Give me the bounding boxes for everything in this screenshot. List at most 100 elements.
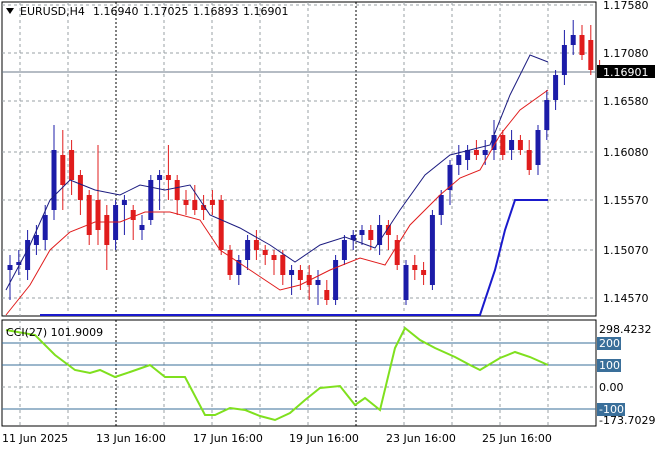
candle-body — [209, 200, 215, 205]
low-value: 1.16893 — [193, 5, 239, 18]
candle-body — [245, 240, 251, 260]
candle-body — [148, 180, 154, 220]
candle-body — [377, 225, 383, 245]
candle-body — [491, 135, 497, 150]
candle-body — [104, 215, 110, 245]
candle-body — [517, 140, 523, 150]
candle-body — [579, 35, 585, 55]
cci-panel[interactable] — [1, 319, 597, 427]
cci-label: CCI(27) 101.9009 — [6, 326, 103, 339]
cci-tick: 100 — [599, 359, 620, 372]
candle-body — [509, 140, 515, 150]
cci-tick: 200 — [599, 337, 620, 350]
candle-body — [192, 200, 198, 210]
cci-level-box — [597, 359, 621, 372]
time-tick: 23 Jun 16:00 — [386, 432, 456, 445]
candle-body — [227, 250, 233, 275]
candle-body — [77, 175, 83, 200]
candle-body — [95, 200, 101, 230]
candle-body — [324, 290, 330, 300]
candle-body — [271, 255, 277, 260]
price-tick: 1.16580 — [603, 95, 649, 108]
price-tick: 1.15570 — [603, 194, 649, 207]
candle-body — [438, 195, 444, 215]
high-value: 1.17025 — [143, 5, 189, 18]
price-tick: 1.15070 — [603, 244, 649, 257]
candle-body — [165, 175, 171, 180]
candle-body — [86, 195, 92, 235]
candle-body — [280, 255, 286, 275]
fast-moving-average-line — [5, 54, 549, 291]
candle-body — [262, 250, 268, 255]
candle-body — [368, 230, 374, 240]
current-price-badge — [597, 65, 655, 78]
cci-level-box — [597, 337, 621, 350]
candle-body — [341, 240, 347, 260]
time-tick: 19 Jun 16:00 — [289, 432, 359, 445]
candle-body — [570, 35, 576, 45]
candle-body — [421, 270, 427, 275]
cci-line — [5, 326, 549, 422]
candle-body — [473, 150, 479, 155]
candle-body — [201, 205, 207, 210]
candle-body — [394, 240, 400, 265]
candle-body — [7, 265, 13, 270]
collapse-triangle-icon[interactable] — [6, 8, 14, 14]
candle-body — [16, 262, 22, 265]
grid-lines — [2, 2, 596, 426]
candle-body — [544, 100, 550, 130]
candle-body — [465, 150, 471, 160]
candle-body — [333, 260, 339, 300]
candle-body — [69, 150, 75, 180]
candle-body — [429, 215, 435, 285]
open-value: 1.16940 — [93, 5, 139, 18]
candle-body — [25, 240, 31, 270]
time-tick: 13 Jun 16:00 — [96, 432, 166, 445]
current-price-label: 1.16901 — [603, 66, 649, 79]
price-tick: 1.17080 — [603, 47, 649, 60]
candle-body — [289, 270, 295, 275]
symbol-label: EURUSD,H4 — [20, 5, 85, 18]
candle-body — [51, 150, 57, 210]
candle-body — [297, 270, 303, 280]
trend-level-line — [40, 199, 548, 316]
candle-body — [359, 230, 365, 235]
time-axis[interactable]: 11 Jun 2025 13 Jun 16:00 17 Jun 16:00 19… — [2, 432, 552, 445]
candle-body — [139, 225, 145, 230]
candle-body — [130, 210, 136, 220]
candle-body — [553, 75, 559, 100]
candle-body — [236, 260, 242, 275]
cci-level-box — [597, 403, 625, 416]
candle-body — [412, 265, 418, 270]
candle-body — [121, 200, 127, 205]
cci-tick: -100 — [599, 403, 624, 416]
price-tick: 1.16080 — [603, 146, 649, 159]
candle-body — [253, 240, 259, 250]
price-tick: 1.14570 — [603, 292, 649, 305]
candle-body — [561, 45, 567, 75]
candle-body — [174, 180, 180, 200]
candle-body — [447, 165, 453, 190]
time-tick: 17 Jun 16:00 — [193, 432, 263, 445]
candle-body — [42, 215, 48, 240]
price-panel[interactable] — [1, 1, 597, 317]
candle-body — [526, 150, 532, 170]
candle-body — [403, 265, 409, 300]
price-axis[interactable]: 1.17580 1.17080 1.16580 1.16080 1.15570 … — [603, 0, 649, 305]
cci-tick: 298.4232 — [599, 323, 652, 336]
time-tick: 25 Jun 16:00 — [482, 432, 552, 445]
time-tick: 11 Jun 2025 — [2, 432, 68, 445]
price-tick: 1.17580 — [603, 0, 649, 12]
candle-body — [60, 155, 66, 185]
candle-body — [456, 155, 462, 165]
candle-body — [385, 225, 391, 235]
candle-body — [350, 235, 356, 240]
candle-body — [482, 150, 488, 155]
candle-body — [218, 200, 224, 250]
moving-averages — [5, 54, 549, 316]
cci-tick: 0.00 — [599, 381, 624, 394]
candle-body — [588, 40, 594, 70]
candle-body — [157, 175, 163, 180]
slow-moving-average-line — [5, 89, 549, 316]
